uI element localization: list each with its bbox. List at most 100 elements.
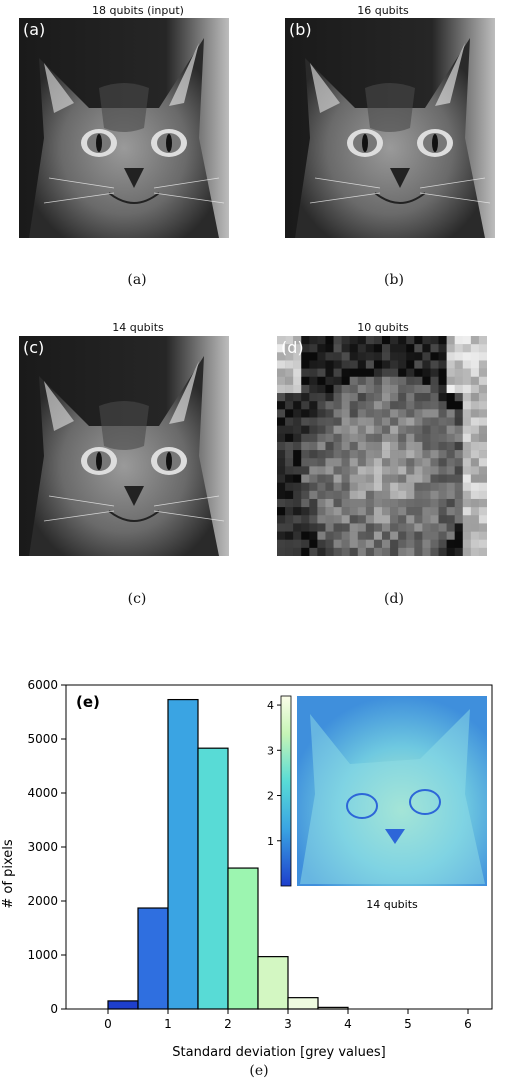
pixel [470,368,480,378]
pixel [430,482,439,492]
pixel [430,466,439,475]
pixel [325,401,334,410]
pixel [317,368,326,378]
pixel [438,515,447,524]
pixel [293,352,302,361]
pixel [341,376,350,386]
histogram-bar [107,1000,139,1010]
pixel [333,450,342,459]
pixel [333,344,342,353]
pixel [454,336,464,345]
pixel [430,409,439,418]
pixel [333,360,342,369]
pixel [390,490,399,500]
pixel [406,498,415,508]
pixel [422,360,431,369]
pixel [446,393,455,402]
pixel [414,409,423,418]
pixel [285,466,294,475]
pixel [293,458,302,467]
pixel [462,474,472,483]
pixel [462,336,472,345]
pixel [438,417,447,426]
pixel [317,474,326,483]
pixel [406,441,415,451]
pixel [365,344,375,353]
image-b-tag: (b) [289,20,312,39]
histogram-bar [287,997,319,1010]
pixel [406,368,415,378]
pixel [373,474,383,483]
image-d-tag: (d) [281,338,304,357]
pixel [390,539,399,549]
pixel [398,482,407,492]
pixel [438,360,447,369]
pixel [365,515,375,524]
pixel [398,450,407,459]
pixel [390,450,399,459]
pixel [325,531,334,541]
pixel [438,384,447,394]
pixel [470,441,480,451]
pixel [390,507,399,516]
pixel [462,360,472,369]
pixel [373,547,383,556]
pixel [398,425,407,435]
pixel [462,515,472,524]
pixel [414,376,423,386]
pixel [478,336,487,345]
pixel [317,458,326,467]
pixel [373,539,383,549]
pixel [357,441,367,451]
pixel [325,490,334,500]
pixel [478,433,487,443]
image-d: (d) [277,336,487,556]
pixel [333,507,342,516]
pixel [478,352,487,361]
pixel [398,523,407,532]
pixel [349,368,359,378]
pixel [478,401,487,410]
pixel [365,360,375,369]
pixel [349,417,359,426]
pixel [357,498,367,508]
pixel [414,417,423,426]
pixel [301,433,310,443]
pixel [406,490,415,500]
pixel [277,507,286,516]
pixel [422,539,431,549]
pixel [301,344,310,353]
pixel [309,547,318,556]
pixel [301,490,310,500]
pixel [341,352,350,361]
pixel [309,417,318,426]
pixel [325,450,334,459]
pixel [430,425,439,435]
pixel [317,490,326,500]
pixel [301,393,310,402]
histogram-bar [137,907,169,1010]
pixel [277,482,286,492]
pixel [478,409,487,418]
pixel [349,507,359,516]
pixel [349,336,359,345]
pixel [446,352,455,361]
y-tick-label: 4000 [27,786,58,800]
pixel [462,376,472,386]
pixel [285,376,294,386]
pixel [341,433,350,443]
pixel [373,531,383,541]
pixel [398,490,407,500]
pixel [470,523,480,532]
x-tick-label: 3 [284,1017,292,1031]
pixel [373,417,383,426]
pixel [454,384,464,394]
pixel [390,458,399,467]
pixel [349,376,359,386]
pixel [365,417,375,426]
pixel [277,417,286,426]
pixel [285,450,294,459]
image-b: (b) [285,18,495,238]
pixel [341,401,350,410]
y-tick-label: 1000 [27,948,58,962]
